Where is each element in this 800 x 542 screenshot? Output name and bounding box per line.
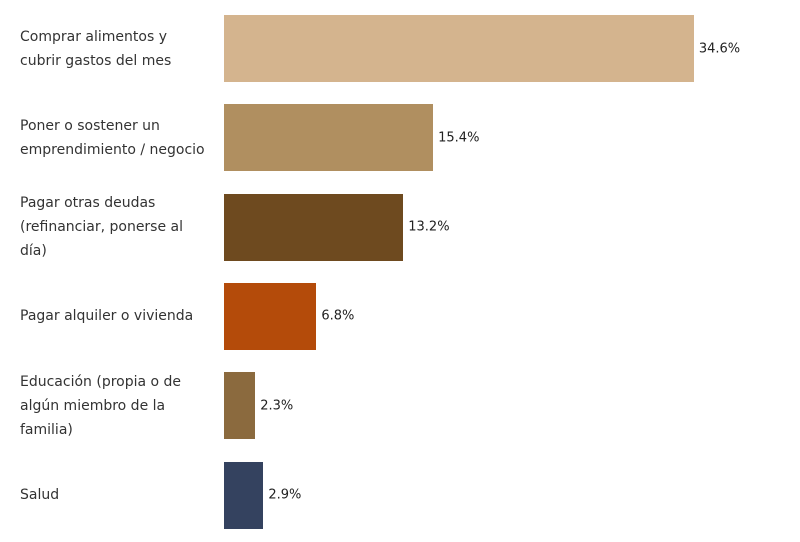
bar (224, 372, 256, 440)
bar (224, 461, 264, 529)
category-label: Pagar otras deudas (refinanciar, ponerse… (20, 195, 184, 260)
bar (224, 15, 694, 82)
value-label: 2.9% (268, 487, 302, 503)
category-label: Educación (propia o de algún miembro de … (20, 373, 182, 438)
category-label: Pagar alquiler o vivienda (20, 308, 194, 325)
category-label: Salud (20, 487, 60, 503)
value-label: 13.2% (408, 219, 450, 235)
category-label: Comprar alimentos y cubrir gastos del me… (20, 28, 172, 69)
value-label: 34.6% (698, 41, 741, 56)
bar (224, 104, 434, 172)
value-label: 15.4% (438, 130, 480, 146)
value-label: 6.8% (321, 308, 355, 324)
value-label: 2.3% (260, 398, 294, 414)
category-label: Poner o sostener un emprendimiento / neg… (20, 117, 205, 158)
bar (224, 282, 317, 350)
bar (224, 193, 404, 261)
